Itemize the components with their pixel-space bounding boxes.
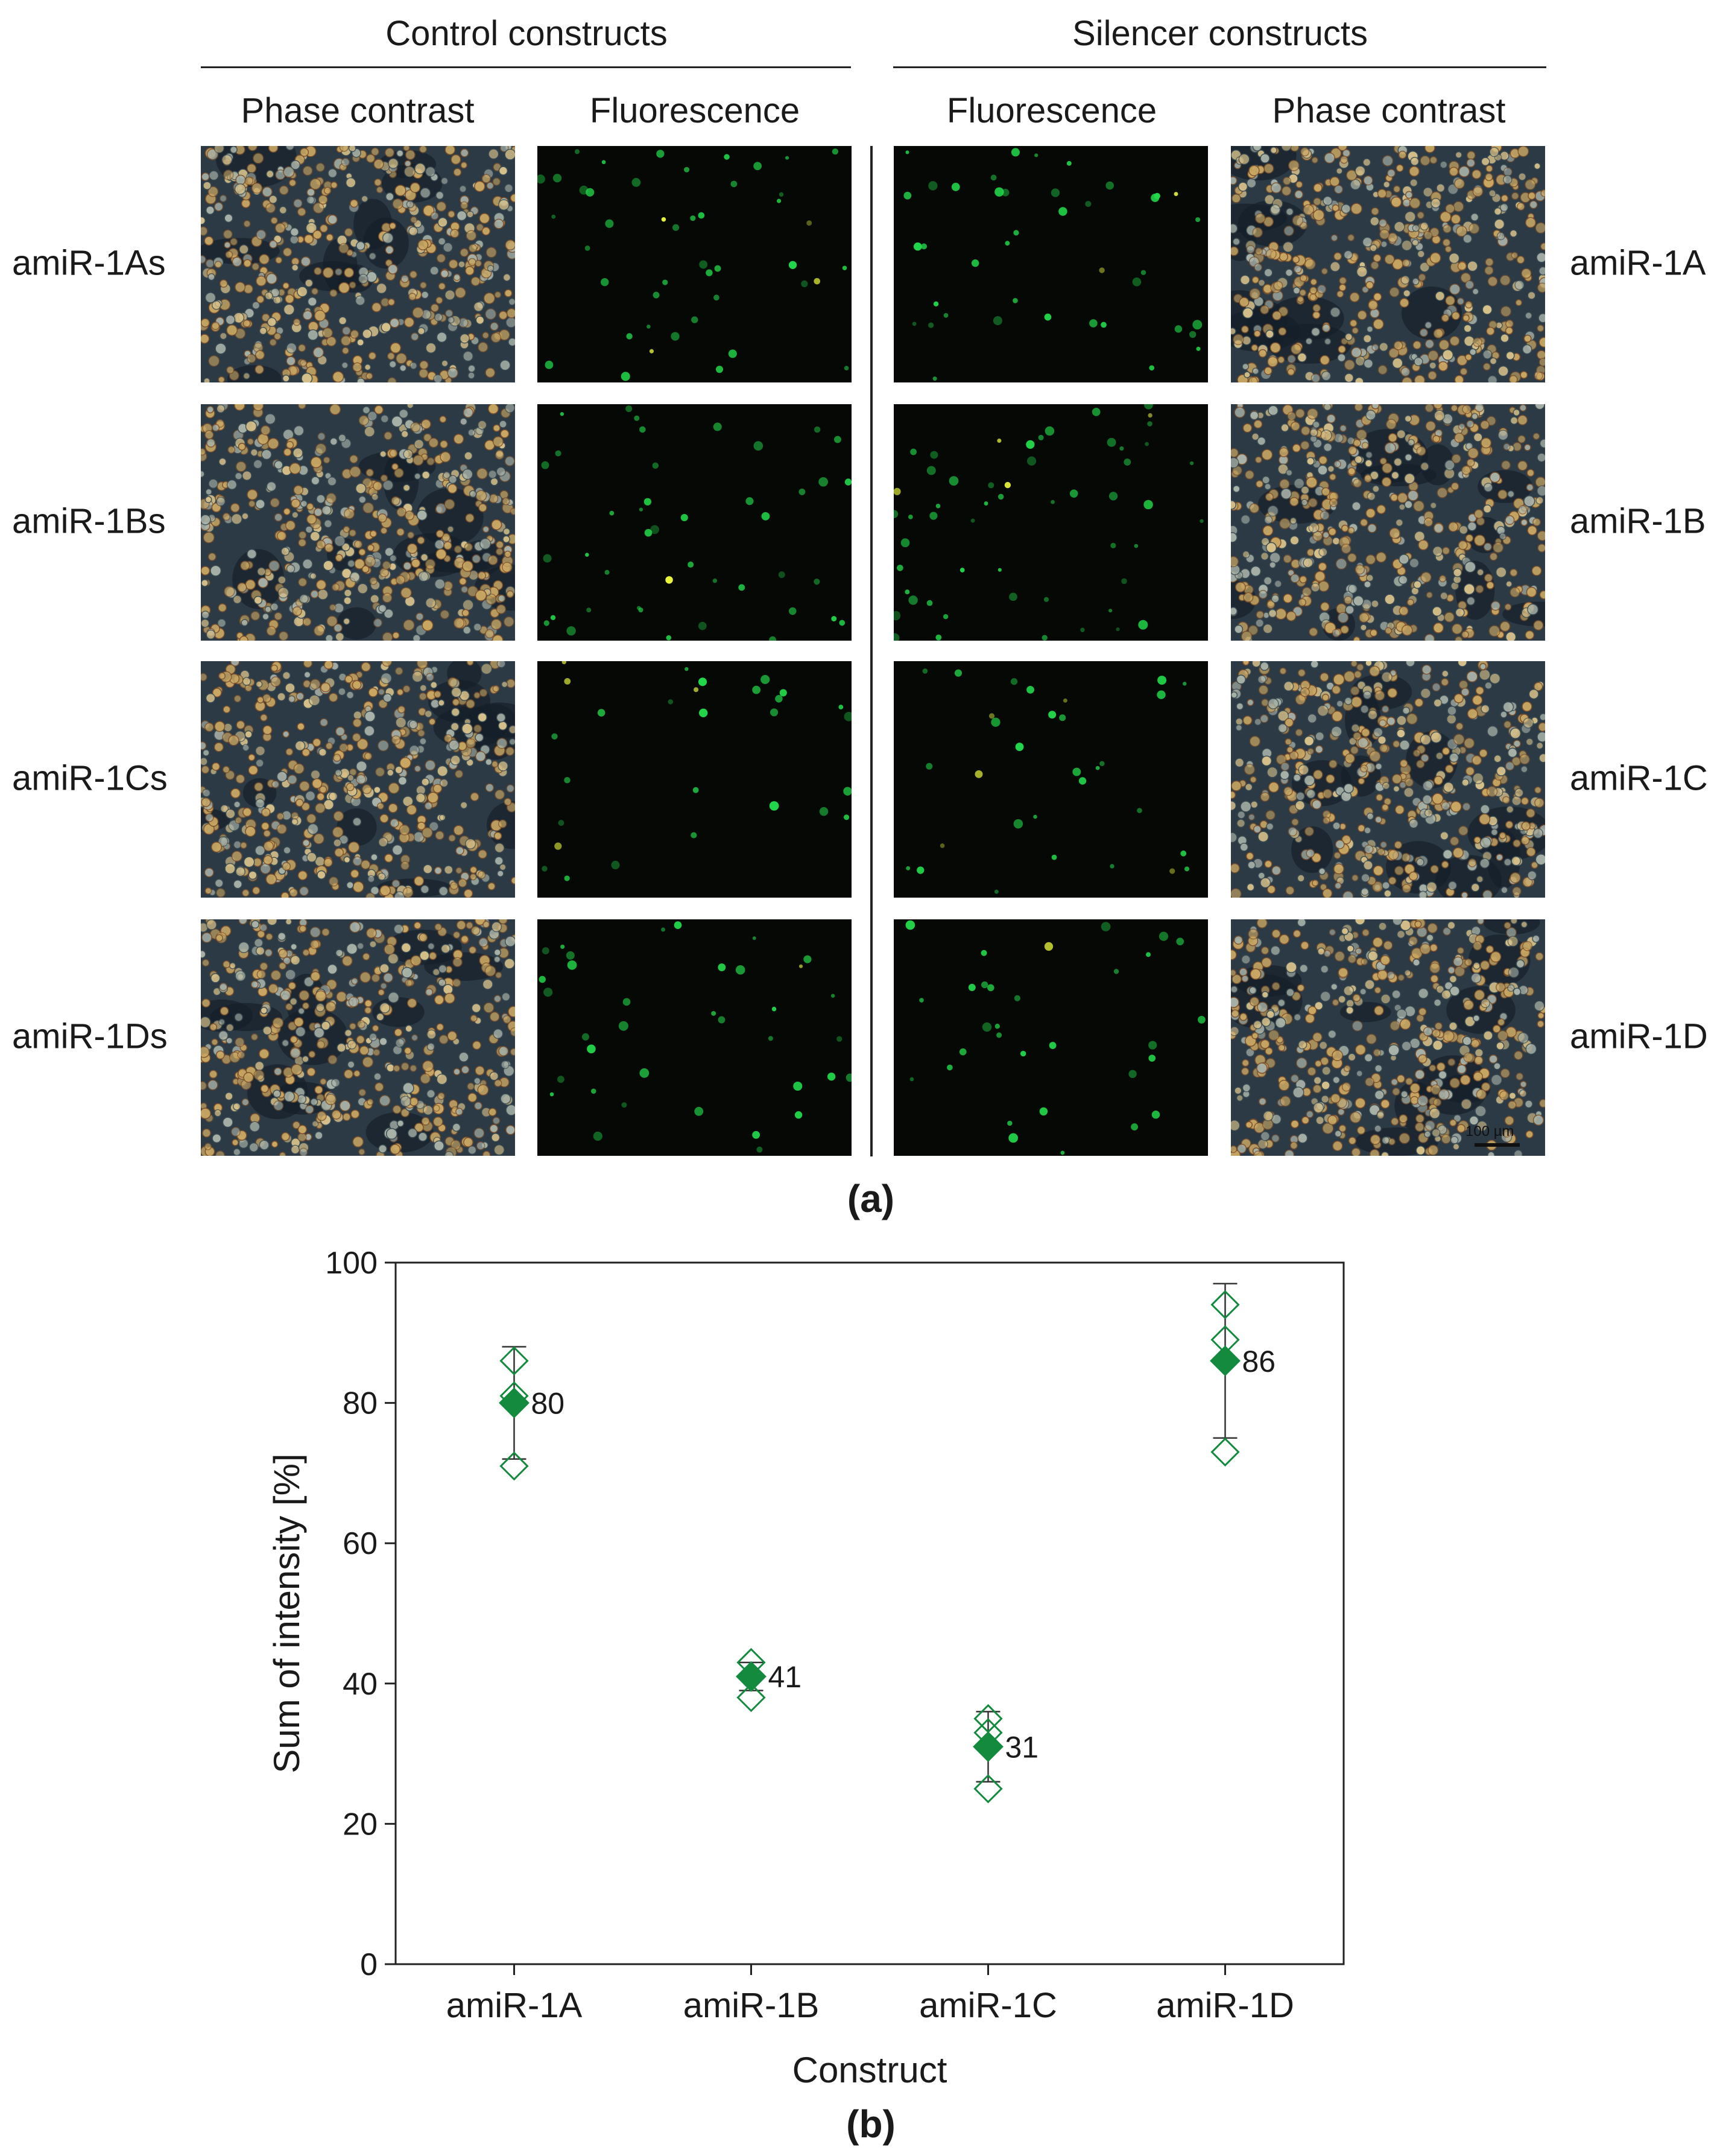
replicate-point [1210, 1290, 1240, 1319]
column-header-control-fluorescence: Fluorescence [589, 91, 800, 130]
row-label-right: amiR-1C [1570, 758, 1708, 798]
phase-contrast-micrograph [1231, 661, 1545, 898]
mean-point [736, 1661, 767, 1692]
phase-contrast-micrograph [201, 146, 515, 382]
x-tick-label: amiR-1A [446, 1986, 583, 2025]
row-label-left: amiR-1Bs [12, 501, 166, 541]
y-axis-label: Sum of intensity [%] [267, 1453, 307, 1773]
column-header-control-phase: Phase contrast [241, 91, 475, 130]
phase-contrast-micrograph [201, 919, 515, 1156]
mean-data-label: 31 [1005, 1730, 1039, 1764]
mean-point [1210, 1345, 1241, 1377]
scale-bar [1475, 1143, 1520, 1147]
phase-contrast-micrograph [201, 404, 515, 641]
fluorescence-micrograph [894, 146, 1208, 382]
x-tick-label: amiR-1B [683, 1986, 820, 2025]
column-header-silencer-phase: Phase contrast [1272, 91, 1506, 130]
panel-a-label: (a) [847, 1177, 895, 1220]
row-label-left: amiR-1Cs [12, 758, 168, 798]
y-tick-label: 60 [343, 1526, 378, 1561]
phase-contrast-micrograph [201, 661, 515, 898]
y-tick-label: 0 [360, 1947, 378, 1982]
mean-point [973, 1731, 1004, 1762]
fluorescence-micrograph [894, 404, 1208, 641]
mean-data-label: 86 [1242, 1345, 1276, 1378]
group-title-control: Control constructs [385, 14, 668, 53]
x-axis-label: Construct [792, 2050, 947, 2090]
group-title-silencer: Silencer constructs [1072, 14, 1368, 53]
y-tick-label: 80 [343, 1386, 378, 1421]
x-tick-label: amiR-1C [919, 1986, 1057, 2025]
silencer-group-rule [893, 66, 1546, 68]
control-group-rule [201, 66, 851, 68]
row-label-right: amiR-1D [1570, 1016, 1708, 1056]
y-tick-label: 20 [343, 1807, 378, 1842]
panel-b-label: (b) [846, 2102, 896, 2146]
y-tick-label: 40 [343, 1667, 378, 1702]
row-label-right: amiR-1A [1570, 243, 1706, 283]
mean-data-label: 41 [768, 1660, 802, 1694]
row-label-right: amiR-1B [1570, 501, 1706, 541]
y-tick-label: 100 [325, 1246, 378, 1281]
fluorescence-micrograph [894, 919, 1208, 1156]
replicate-point [499, 1451, 529, 1481]
replicate-point [736, 1682, 766, 1713]
x-tick-label: amiR-1D [1156, 1986, 1294, 2025]
fluorescence-micrograph [537, 146, 852, 382]
replicate-point [499, 1346, 529, 1375]
fluorescence-micrograph [537, 661, 852, 898]
mean-data-label: 80 [531, 1387, 565, 1421]
row-label-left: amiR-1As [12, 243, 166, 283]
fluorescence-micrograph [537, 919, 852, 1156]
fluorescence-micrograph [894, 661, 1208, 898]
phase-contrast-micrograph [1231, 919, 1545, 1156]
row-label-left: amiR-1Ds [12, 1016, 168, 1056]
column-header-silencer-fluorescence: Fluorescence [946, 91, 1157, 130]
group-divider [870, 146, 873, 1156]
fluorescence-micrograph [537, 404, 852, 641]
scale-bar-label: 100 µm [1465, 1123, 1514, 1140]
intensity-chart: 0 20 40 60 80 100 amiR-1A amiR-1B amiR-1C amiR-1D… [267, 1246, 1345, 2090]
phase-contrast-micrograph [1231, 146, 1545, 382]
replicate-point [1210, 1437, 1240, 1467]
plot-frame [394, 1261, 1345, 1965]
phase-contrast-micrograph [1231, 404, 1545, 641]
replicate-point [973, 1774, 1003, 1804]
mean-point [499, 1387, 530, 1419]
